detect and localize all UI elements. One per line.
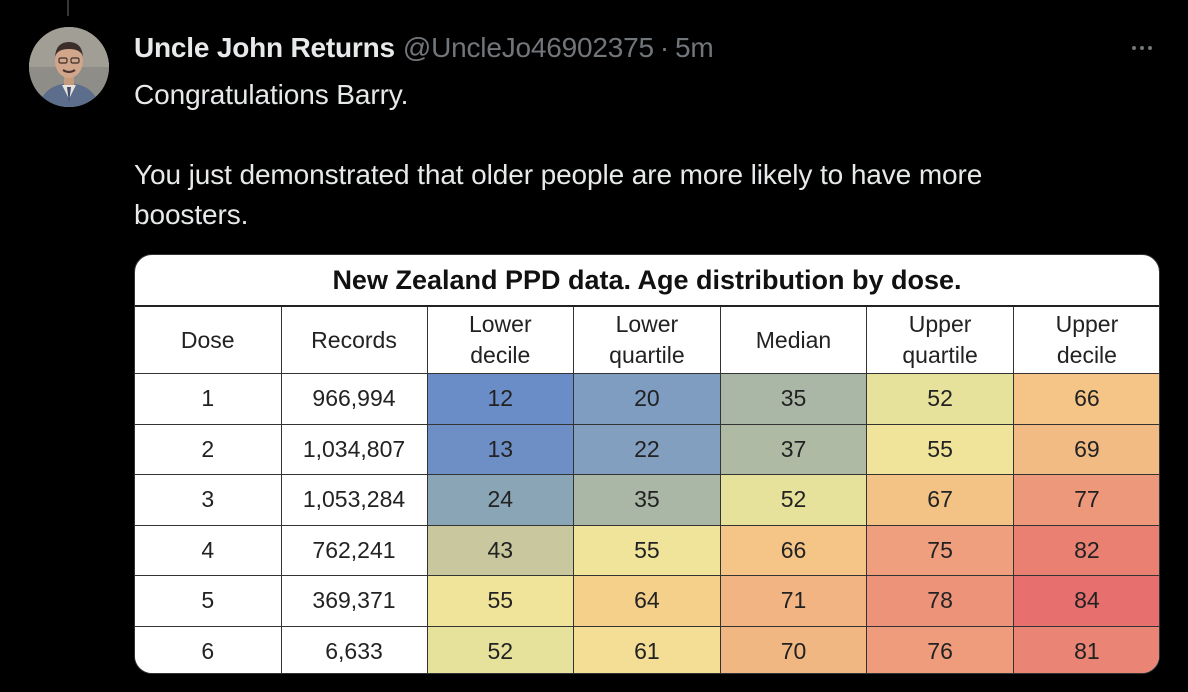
cell-records: 966,994 (280, 373, 428, 425)
cell-lower-decile: 13 (426, 423, 575, 475)
header-lower-decile: Lower decile (426, 307, 575, 374)
cell-upper-decile: 84 (1012, 575, 1159, 627)
cell-upper-decile: 77 (1012, 474, 1159, 526)
cell-upper-quartile: 78 (866, 575, 1014, 627)
header-records: Records (280, 307, 428, 374)
cell-upper-decile: 81 (1012, 625, 1159, 673)
tweet-header: Uncle John Returns @UncleJo46902375 · 5m (134, 30, 714, 66)
cell-median: 70 (719, 625, 868, 673)
cell-lower-decile: 55 (426, 575, 575, 627)
tweet-text-line1: Congratulations Barry. (134, 79, 409, 110)
display-name[interactable]: Uncle John Returns (134, 32, 395, 63)
cell-records: 1,053,284 (280, 474, 428, 526)
cell-median: 66 (719, 524, 868, 576)
more-horizontal-icon (1132, 46, 1136, 50)
table-header-row: Dose Records Lower decile Lower quartile M… (135, 307, 1159, 374)
attached-image[interactable]: New Zealand PPD data. Age distribution b… (134, 254, 1160, 674)
header-dose: Dose (135, 307, 282, 374)
cell-median: 52 (719, 474, 868, 526)
table-row: 6 6,633 52 61 70 76 81 (135, 625, 1159, 673)
cell-upper-decile: 69 (1012, 423, 1159, 475)
age-distribution-table: Dose Records Lower decile Lower quartile M… (135, 307, 1159, 673)
more-options-button[interactable] (1122, 32, 1162, 64)
cell-records: 369,371 (280, 575, 428, 627)
cell-upper-decile: 82 (1012, 524, 1159, 576)
table-row: 4 762,241 43 55 66 75 82 (135, 524, 1159, 576)
table-row: 3 1,053,284 24 35 52 67 77 (135, 474, 1159, 526)
header-separator: · (659, 32, 669, 63)
profile-photo (29, 27, 109, 107)
cell-lower-decile: 12 (426, 373, 575, 425)
cell-dose: 4 (135, 524, 282, 576)
cell-upper-quartile: 67 (866, 474, 1014, 526)
cell-lower-decile: 24 (426, 474, 575, 526)
cell-lower-quartile: 64 (573, 575, 721, 627)
cell-upper-quartile: 76 (866, 625, 1014, 673)
cell-lower-quartile: 20 (573, 373, 721, 425)
cell-records: 762,241 (280, 524, 428, 576)
tweet-text-line2: You just demonstrated that older people … (134, 159, 983, 230)
cell-dose: 1 (135, 373, 282, 425)
cell-upper-quartile: 52 (866, 373, 1014, 425)
header-upper-decile: Upper decile (1012, 307, 1159, 374)
cell-lower-quartile: 22 (573, 423, 721, 475)
table-title: New Zealand PPD data. Age distribution b… (135, 255, 1159, 307)
cell-dose: 3 (135, 474, 282, 526)
avatar[interactable] (29, 27, 109, 107)
cell-lower-quartile: 61 (573, 625, 721, 673)
cell-dose: 6 (135, 625, 282, 673)
cell-lower-decile: 52 (426, 625, 575, 673)
cell-upper-quartile: 75 (866, 524, 1014, 576)
cell-dose: 5 (135, 575, 282, 627)
cell-median: 71 (719, 575, 868, 627)
tweet-text: Congratulations Barry. You just demonstr… (134, 75, 1094, 235)
header-lower-quartile: Lower quartile (573, 307, 721, 374)
header-median: Median (719, 307, 868, 374)
cell-upper-decile: 66 (1012, 373, 1159, 425)
cell-upper-quartile: 55 (866, 423, 1014, 475)
cell-records: 6,633 (280, 625, 428, 673)
thread-connector-line (67, 0, 69, 16)
cell-lower-quartile: 55 (573, 524, 721, 576)
cell-records: 1,034,807 (280, 423, 428, 475)
cell-median: 37 (719, 423, 868, 475)
cell-lower-quartile: 35 (573, 474, 721, 526)
cell-dose: 2 (135, 423, 282, 475)
cell-median: 35 (719, 373, 868, 425)
user-handle[interactable]: @UncleJo46902375 (402, 32, 654, 63)
header-upper-quartile: Upper quartile (866, 307, 1014, 374)
table-row: 2 1,034,807 13 22 37 55 69 (135, 423, 1159, 475)
table-row: 1 966,994 12 20 35 52 66 (135, 373, 1159, 425)
tweet-timestamp[interactable]: 5m (674, 32, 714, 63)
table-row: 5 369,371 55 64 71 78 84 (135, 575, 1159, 627)
cell-lower-decile: 43 (426, 524, 575, 576)
